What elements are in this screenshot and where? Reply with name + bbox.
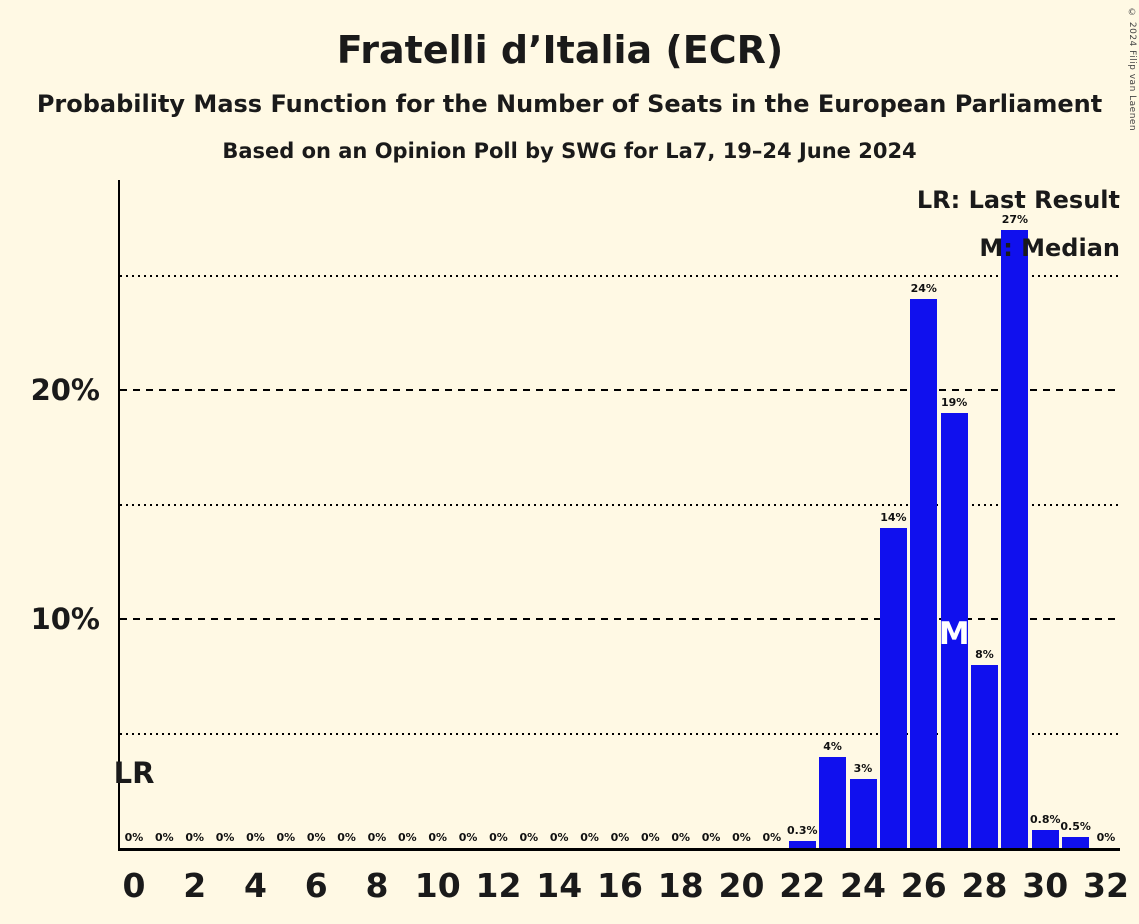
x-tick-label-4: 4 [244, 866, 267, 905]
x-tick-label-32: 32 [1083, 866, 1129, 905]
legend-last-result: LR: Last Result [916, 186, 1120, 214]
chart-subtitle: Probability Mass Function for the Number… [36, 90, 1103, 118]
chart-source-line: Based on an Opinion Poll by SWG for La7,… [222, 139, 917, 163]
x-tick-label-28: 28 [961, 866, 1008, 905]
bar-value-label-seat-17: 0% [641, 831, 660, 844]
bar-value-label-seat-3: 0% [215, 831, 235, 844]
bar-value-label-seat-11: 0% [458, 831, 478, 844]
chart-title: Fratelli d’Italia (ECR) [336, 28, 784, 72]
bar-value-label-seat-18: 0% [671, 831, 691, 844]
x-tick-label-22: 22 [779, 866, 826, 905]
legend-median: M: Median [979, 234, 1120, 262]
y-axis [118, 180, 120, 851]
y-tick-label-20: 20% [30, 373, 100, 408]
gridline-dotted-25 [120, 275, 1120, 278]
bar-value-label-seat-21: 0% [762, 831, 782, 844]
median-label: M [938, 616, 970, 652]
x-tick-label-2: 2 [183, 866, 207, 905]
bar-value-label-seat-19: 0% [701, 831, 721, 844]
x-tick-label-26: 26 [900, 866, 947, 905]
x-tick-label-6: 6 [304, 866, 328, 905]
bar-seat-31 [1062, 836, 1090, 848]
x-tick-label-0: 0 [122, 866, 146, 905]
bar-seat-30 [1031, 829, 1059, 848]
bar-value-label-seat-5: 0% [276, 831, 296, 844]
bar-seat-27 [940, 413, 968, 848]
x-tick-label-16: 16 [597, 866, 643, 905]
bar-seat-28 [971, 665, 998, 848]
x-tick-label-20: 20 [718, 866, 765, 905]
bar-value-label-seat-2: 0% [185, 831, 205, 844]
bar-seat-23 [819, 756, 847, 848]
plot-area: 0% 0% 0% 0% 0% 0% 0% 0% 0% 0% 0% 0% 0% 0% 0% 0% 0% 0% 0% 0%… [114, 180, 1120, 848]
last-result-label: LR [113, 756, 155, 790]
bar-value-label-seat-10: 0% [428, 831, 448, 844]
copyright-text: © 2024 Filip van Laenen [1127, 8, 1137, 132]
gridline-dashed-10 [120, 618, 1120, 621]
bar-value-label-seat-4: 0% [246, 831, 265, 844]
x-tick-label-24: 24 [840, 866, 886, 905]
bar-value-label-seat-26: 24% [910, 281, 937, 295]
bar-seat-25 [879, 527, 907, 848]
bar-value-label-seat-6: 0% [306, 831, 326, 844]
bar-seat-26 [910, 298, 938, 848]
x-tick-label-18: 18 [657, 866, 704, 905]
bar-value-label-seat-27: 19% [940, 396, 968, 410]
bar-value-label-seat-24: 3% [853, 762, 873, 776]
x-tick-label-30: 30 [1022, 866, 1069, 905]
bar-value-label-seat-0: 0% [124, 831, 144, 844]
bar-value-label-seat-16: 0% [610, 831, 630, 844]
bar-value-label-seat-8: 0% [367, 831, 387, 844]
x-tick-label-12: 12 [475, 866, 522, 905]
bar-seat-29 [1001, 230, 1029, 848]
bar-seat-24 [849, 779, 877, 848]
gridline-dotted-5 [120, 732, 1120, 735]
bar-value-label-seat-30: 0.8% [1029, 812, 1061, 826]
bar-value-label-seat-15: 0% [580, 831, 599, 844]
bar-value-label-seat-22: 0.3% [786, 824, 818, 838]
bar-value-label-seat-14: 0% [549, 831, 569, 844]
bar-value-label-seat-1: 0% [155, 831, 174, 844]
y-tick-label-10: 10% [30, 602, 100, 637]
x-tick-label-8: 8 [365, 866, 389, 905]
x-tick-label-14: 14 [536, 866, 583, 905]
bar-value-label-seat-28: 8% [975, 648, 994, 661]
bar-value-label-seat-9: 0% [398, 831, 417, 844]
bar-value-label-seat-25: 14% [880, 510, 907, 524]
bar-value-label-seat-29: 27% [1001, 213, 1029, 227]
bar-seat-22 [788, 841, 816, 848]
bar-value-label-seat-13: 0% [519, 831, 539, 844]
x-axis [120, 848, 1120, 851]
gridline-dashed-20 [120, 389, 1120, 392]
gridline-dotted-15 [120, 503, 1120, 506]
bar-value-label-seat-20: 0% [732, 831, 751, 844]
bar-value-label-seat-31: 0.5% [1060, 819, 1091, 833]
x-tick-label-10: 10 [414, 866, 461, 905]
x-tick-labels: 0 2 4 6 8 10 12 14 16 18 20 22 24 26 28 30 32 [120, 862, 1129, 907]
bar-value-label-seat-32: 0% [1096, 831, 1116, 844]
bar-value-label-seat-7: 0% [337, 831, 356, 844]
bar-value-label-seat-12: 0% [489, 831, 508, 844]
bar-value-label-seat-23: 4% [823, 739, 842, 753]
y-tick-labels: 10% 20% [0, 180, 106, 848]
